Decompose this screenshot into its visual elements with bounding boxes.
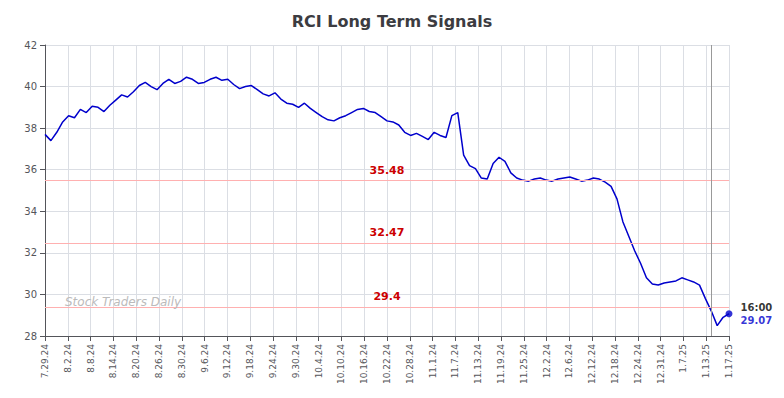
svg-text:8.14.24: 8.14.24 — [108, 344, 118, 379]
svg-text:29.4: 29.4 — [373, 290, 400, 303]
svg-text:30: 30 — [24, 289, 37, 300]
svg-text:10.4.24: 10.4.24 — [314, 344, 324, 379]
svg-text:8.30.24: 8.30.24 — [177, 344, 187, 379]
svg-text:12.31.24: 12.31.24 — [656, 344, 666, 384]
svg-text:7.29.24: 7.29.24 — [40, 344, 50, 379]
svg-text:1.17.25: 1.17.25 — [724, 344, 734, 378]
svg-text:1.7.25: 1.7.25 — [678, 344, 688, 373]
svg-text:10.28.24: 10.28.24 — [405, 344, 415, 384]
svg-text:11.19.24: 11.19.24 — [496, 344, 506, 384]
svg-text:11.7.24: 11.7.24 — [450, 344, 460, 379]
svg-text:12.18.24: 12.18.24 — [610, 344, 620, 384]
svg-text:12.12.24: 12.12.24 — [587, 344, 597, 384]
svg-text:9.6.24: 9.6.24 — [200, 344, 210, 373]
svg-text:8.2.24: 8.2.24 — [63, 344, 73, 373]
svg-text:8.8.24: 8.8.24 — [86, 344, 96, 373]
svg-text:32.47: 32.47 — [370, 226, 405, 239]
svg-text:9.24.24: 9.24.24 — [268, 344, 278, 379]
svg-text:42: 42 — [24, 40, 37, 51]
svg-text:1.13.25: 1.13.25 — [701, 344, 711, 378]
svg-text:11.13.24: 11.13.24 — [473, 344, 483, 384]
svg-text:10.10.24: 10.10.24 — [336, 344, 346, 384]
svg-text:9.18.24: 9.18.24 — [245, 344, 255, 379]
svg-text:10.22.24: 10.22.24 — [382, 344, 392, 384]
svg-text:11.1.24: 11.1.24 — [428, 344, 438, 379]
svg-text:12.6.24: 12.6.24 — [564, 344, 574, 379]
svg-text:12.2.24: 12.2.24 — [542, 344, 552, 379]
svg-text:9.30.24: 9.30.24 — [291, 344, 301, 379]
svg-text:40: 40 — [24, 81, 37, 92]
svg-text:38: 38 — [24, 123, 37, 134]
svg-text:Stock Traders Daily: Stock Traders Daily — [65, 295, 182, 309]
svg-text:34: 34 — [24, 206, 37, 217]
svg-text:35.48: 35.48 — [370, 164, 405, 177]
svg-text:12.24.24: 12.24.24 — [633, 344, 643, 384]
svg-text:RCI Long Term Signals: RCI Long Term Signals — [292, 12, 493, 31]
svg-text:11.25.24: 11.25.24 — [519, 344, 529, 384]
svg-text:36: 36 — [24, 164, 37, 175]
svg-text:16:00: 16:00 — [741, 302, 773, 313]
svg-text:28: 28 — [24, 331, 37, 342]
svg-text:29.07: 29.07 — [741, 315, 773, 326]
svg-text:10.16.24: 10.16.24 — [359, 344, 369, 384]
svg-text:9.12.24: 9.12.24 — [222, 344, 232, 379]
svg-text:8.20.24: 8.20.24 — [131, 344, 141, 379]
svg-text:32: 32 — [24, 247, 37, 258]
svg-text:8.26.24: 8.26.24 — [154, 344, 164, 379]
